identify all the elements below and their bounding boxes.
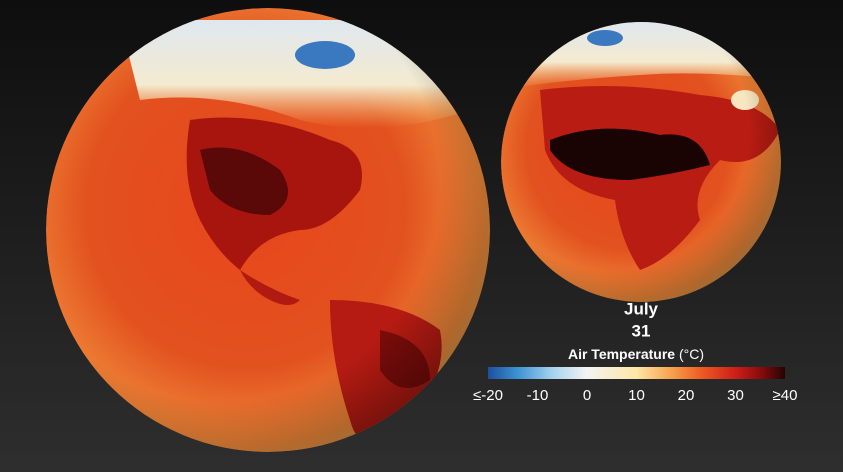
legend-tick-label: 0 <box>583 387 591 404</box>
legend-tick-label: 20 <box>678 387 695 404</box>
color-bar <box>488 367 785 379</box>
legend-tick-label: -10 <box>527 387 549 404</box>
legend-tick-label: ≤-20 <box>473 387 503 404</box>
legend-tick-label: ≥40 <box>773 387 798 404</box>
date-day: 31 <box>632 321 651 340</box>
legend-unit: (°C) <box>679 346 704 362</box>
date-month: July <box>624 299 659 318</box>
globe-americas <box>46 8 490 452</box>
legend-tick-label: 10 <box>628 387 645 404</box>
legend-heading: Air Temperature (°C) <box>568 346 704 362</box>
legend-title: Air Temperature <box>568 346 675 362</box>
globe-africa-europe <box>501 22 781 302</box>
legend-tick-label: 30 <box>727 387 744 404</box>
